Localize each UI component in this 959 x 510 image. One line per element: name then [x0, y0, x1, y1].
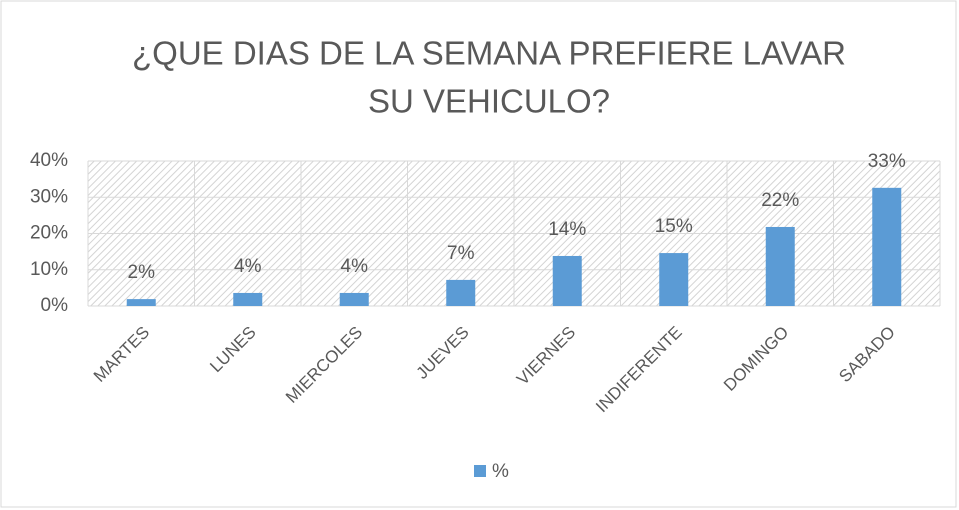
value-label: 15%: [655, 216, 693, 237]
value-label: 4%: [341, 256, 369, 277]
y-tick-label: 0%: [41, 295, 69, 316]
y-tick-label: 40%: [30, 150, 68, 171]
chart-title: ¿QUE DIAS DE LA SEMANA PREFIERE LAVAR: [132, 35, 846, 72]
value-label: 14%: [548, 219, 586, 240]
bar: [446, 279, 476, 306]
y-tick-label: 10%: [30, 259, 68, 280]
value-label: 4%: [234, 256, 262, 277]
value-label: 7%: [447, 243, 475, 264]
y-tick-label: 20%: [30, 223, 68, 244]
bar: [872, 187, 902, 306]
bar: [126, 299, 156, 306]
bar: [339, 292, 369, 306]
value-label: 33%: [868, 151, 906, 172]
bar: [233, 292, 263, 306]
bar: [552, 255, 582, 306]
y-tick-label: 30%: [30, 186, 68, 207]
chart-title: SU VEHICULO?: [368, 83, 610, 120]
legend-label: %: [492, 461, 509, 482]
legend-swatch: [474, 465, 486, 477]
bar: [659, 253, 689, 306]
value-label: 22%: [761, 190, 799, 211]
bar: [765, 226, 795, 306]
value-label: 2%: [128, 262, 156, 283]
